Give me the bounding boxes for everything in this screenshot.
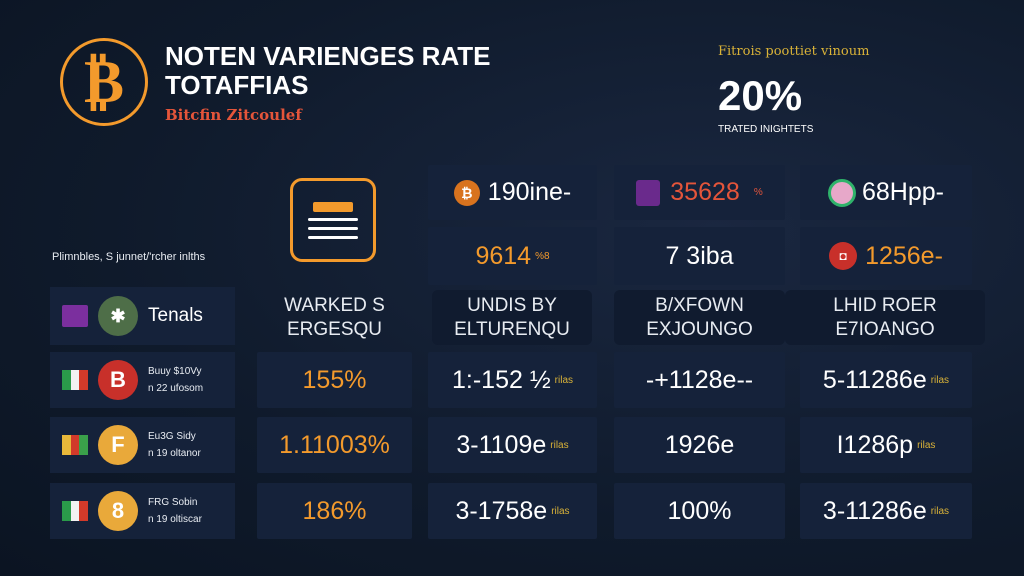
row-name: Buuy $10Vy xyxy=(148,366,202,377)
cell-value: 100% xyxy=(667,496,732,525)
row-name: FRG Sobin xyxy=(148,497,198,508)
header-line: UNDIS BY xyxy=(467,294,557,316)
lock-icon xyxy=(290,178,376,262)
table-cell: 1.11003% xyxy=(257,417,412,473)
row-name: Eu3G Sidy xyxy=(148,431,196,442)
green-token-icon xyxy=(828,178,856,207)
cell-value: 186% xyxy=(302,496,367,525)
flag-icon xyxy=(62,370,89,390)
table-cell: 3-1109e rilas xyxy=(428,417,597,473)
cell-suffix: % xyxy=(753,187,763,198)
cell-value: 5-11286e xyxy=(822,365,927,394)
top-cell: 68Hpp- xyxy=(800,165,972,220)
header-line: WARKED S xyxy=(284,294,385,316)
column-header: WARKED S ERGESQU xyxy=(257,290,412,345)
purple-token-icon xyxy=(636,179,661,206)
stat-value: 20% xyxy=(718,72,803,119)
cell-value: 1926e xyxy=(664,430,735,459)
cell-value: 190ine- xyxy=(487,178,572,206)
table-cell: 155% xyxy=(257,352,412,408)
subtitle: Bitcfin Zitcoulef xyxy=(165,106,302,124)
cell-suffix: %8 xyxy=(535,250,550,262)
cell-value: I1286p xyxy=(836,430,914,459)
row-detail: n 19 oltanor xyxy=(148,448,201,459)
cell-note: rilas xyxy=(550,439,569,451)
bitcoin-logo-icon: ₿ xyxy=(60,38,148,126)
coin-icon: B xyxy=(98,360,138,400)
header-line: EXJOUNGO xyxy=(646,318,753,340)
left-header-card: ✱ Tenals xyxy=(50,287,235,345)
table-cell: 3-11286e rilas xyxy=(800,483,972,539)
column-header: UNDIS BY ELTURENQU xyxy=(432,290,592,345)
row-label-card: B Buuy $10Vy n 22 ufosom xyxy=(50,352,235,408)
flag-icon xyxy=(62,435,89,455)
row-label-card: 8 FRG Sobin n 19 oltiscar xyxy=(50,483,235,539)
second-cell: ◘ 1256e- xyxy=(800,227,972,285)
header-line: B/XFOWN xyxy=(655,294,744,316)
cell-note: rilas xyxy=(930,505,950,517)
second-cell: 9614 %8 xyxy=(428,227,597,285)
cell-value: -+1128e-- xyxy=(645,365,754,394)
cell-value: 1256e- xyxy=(865,241,943,270)
row-detail: n 19 oltiscar xyxy=(148,514,202,525)
cell-value: 3-1758e xyxy=(455,496,548,525)
stat-caption: TRATED INIGHTETS xyxy=(718,124,814,135)
row-detail: n 22 ufosom xyxy=(148,383,204,394)
cell-value: 1.11003% xyxy=(279,430,390,459)
table-cell: I1286p rilas xyxy=(800,417,972,473)
top-cell: 35628% xyxy=(614,165,785,220)
second-cell: 7 3iba xyxy=(614,227,785,285)
cell-note: rilas xyxy=(554,374,574,386)
column-header: LHID ROER E7IOANGO xyxy=(785,290,985,345)
column-header: B/XFOWN EXJOUNGO xyxy=(614,290,785,345)
left-header-label: Tenals xyxy=(148,305,203,326)
table-cell: 1926e xyxy=(614,417,785,473)
cell-value: 3-1109e xyxy=(456,430,547,459)
header-line: E7IOANGO xyxy=(835,318,935,340)
table-cell: 1:-152 ½ rilas xyxy=(428,352,597,408)
cell-note: rilas xyxy=(551,505,570,517)
table-cell: -+1128e-- xyxy=(614,352,785,408)
cell-value: 35628 xyxy=(670,178,740,206)
coin-icon: 8 xyxy=(98,491,138,531)
header-line: ELTURENQU xyxy=(454,318,570,340)
table-cell: 3-1758e rilas xyxy=(428,483,597,539)
cell-value: 3-11286e xyxy=(822,496,927,525)
red-token-icon: ◘ xyxy=(829,242,858,270)
flag-icon xyxy=(62,501,89,521)
cell-value: 1:-152 ½ xyxy=(451,365,551,394)
table-cell: 5-11286e rilas xyxy=(800,352,972,408)
cell-value: 155% xyxy=(302,365,367,394)
title-line-1: NOTEN VARIENGES RATE xyxy=(165,41,491,71)
stat-label: Fitrois poottiet vinoum xyxy=(718,44,870,59)
coin-icon: F xyxy=(98,425,138,465)
cell-note: rilas xyxy=(917,439,936,451)
bluetooth-coin-icon: ✱ xyxy=(98,296,138,336)
page-title: NOTEN VARIENGES RATE TOTAFFIAS xyxy=(165,42,491,100)
table-cell: 100% xyxy=(614,483,785,539)
cell-note: rilas xyxy=(930,374,950,386)
header-line: LHID ROER xyxy=(833,294,937,316)
title-line-2: TOTAFFIAS xyxy=(165,70,309,100)
bitcoin-coin-icon: ₿ xyxy=(453,179,480,206)
table-cell: 186% xyxy=(257,483,412,539)
cell-value: 68Hpp- xyxy=(862,178,944,206)
top-cell: ₿ 190ine- xyxy=(428,165,597,220)
purple-badge-icon xyxy=(62,305,88,327)
section-label: Plimnbles, S junnet/'rcher inlths xyxy=(52,251,206,263)
row-label-card: F Eu3G Sidy n 19 oltanor xyxy=(50,417,235,473)
cell-value: 7 3iba xyxy=(665,241,734,270)
header-line: ERGESQU xyxy=(286,318,383,340)
cell-value: 9614 xyxy=(475,241,532,270)
